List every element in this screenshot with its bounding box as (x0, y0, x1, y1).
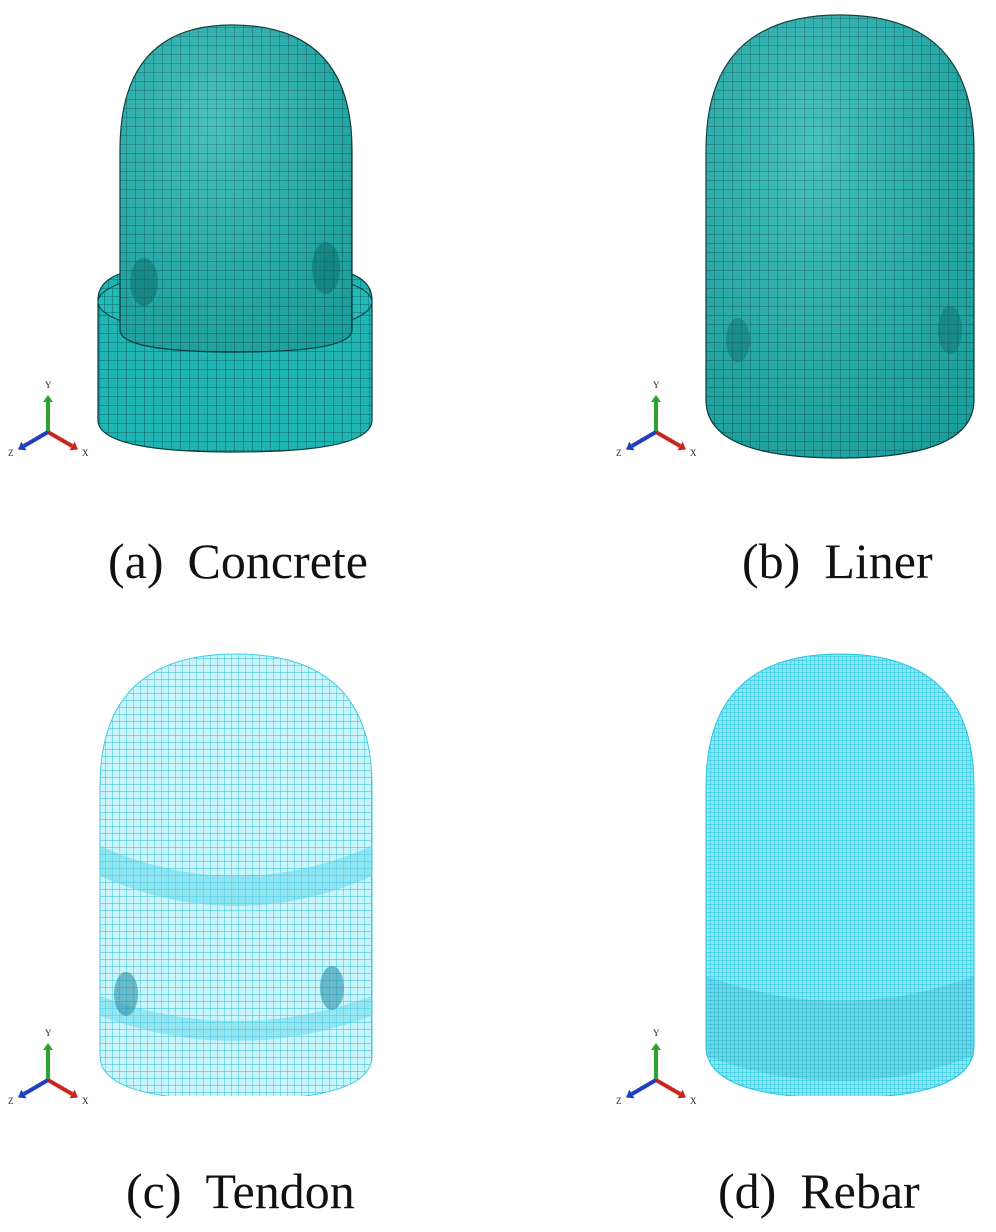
axis-x-arrowhead (677, 1089, 687, 1099)
caption-label: Rebar (800, 1163, 920, 1219)
rebar-dome-body (705, 653, 975, 1096)
axis-z-arrow (22, 430, 50, 448)
axis-z-arrow (22, 1078, 50, 1096)
caption-label: Concrete (187, 533, 368, 589)
axis-z-label: Z (616, 448, 622, 458)
axis-z-arrowhead (17, 1089, 27, 1099)
axis-z-label: Z (8, 448, 14, 458)
caption-liner: (b) Liner (742, 536, 933, 586)
caption-tendon: (c) Tendon (126, 1166, 355, 1216)
concrete-opening-left (130, 258, 158, 306)
axis-y-arrowhead (651, 1043, 661, 1050)
axis-x-arrow (654, 430, 682, 448)
caption-tag: (d) (718, 1163, 777, 1219)
tendon-hoop-band-lower (100, 996, 372, 1041)
axis-y-label: Y (653, 380, 660, 390)
axis-x-label: X (82, 448, 89, 458)
panel-rebar (498, 616, 996, 1096)
concrete-dome-shading (120, 25, 352, 352)
rebar-wire-model (705, 653, 975, 1096)
axis-triad-b: Y X Z (614, 376, 704, 460)
axis-y-arrowhead (43, 1043, 53, 1050)
panel-concrete (0, 0, 498, 470)
axis-y-arrowhead (651, 395, 661, 402)
axis-z-arrow (630, 430, 658, 448)
axis-triad-c: Y X Z (6, 1024, 96, 1108)
caption-tag: (b) (742, 533, 801, 589)
tendon-hoop-band-upper (100, 846, 372, 906)
axis-z-arrowhead (17, 441, 27, 451)
tendon-wire-model (99, 653, 373, 1096)
axis-y-label: Y (45, 1028, 52, 1038)
liner-mesh-model (705, 14, 975, 459)
panel-liner (498, 0, 996, 470)
liner-opening-right (938, 306, 962, 354)
tendon-dome-body (99, 653, 373, 1096)
liner-opening-left (726, 318, 750, 362)
concrete-mesh-model (97, 24, 373, 453)
axis-y-label: Y (653, 1028, 660, 1038)
axis-x-arrowhead (677, 441, 687, 451)
axis-x-arrowhead (69, 441, 79, 451)
axis-y-label: Y (45, 380, 52, 390)
axis-x-arrow (46, 430, 74, 448)
tendon-opening-left (114, 972, 138, 1016)
axis-triad-a: Y X Z (6, 376, 96, 460)
concrete-opening-right (312, 242, 340, 294)
axis-z-arrowhead (625, 1089, 635, 1099)
axis-triad-d: Y X Z (614, 1024, 704, 1108)
axis-x-label: X (690, 448, 697, 458)
axis-x-label: X (82, 1096, 89, 1106)
caption-tag: (a) (108, 533, 164, 589)
axis-x-arrow (654, 1078, 682, 1096)
axis-z-label: Z (8, 1096, 14, 1106)
axis-z-label: Z (616, 1096, 622, 1106)
axis-x-arrow (46, 1078, 74, 1096)
rebar-lower-cage (706, 976, 974, 1081)
axis-y-arrowhead (43, 395, 53, 402)
caption-concrete: (a) Concrete (108, 536, 368, 586)
liner-dome-shading (706, 15, 974, 458)
caption-label: Tendon (205, 1163, 355, 1219)
caption-label: Liner (824, 533, 933, 589)
tendon-opening-right (320, 966, 344, 1010)
panel-tendon (0, 616, 498, 1096)
axis-x-arrowhead (69, 1089, 79, 1099)
caption-rebar: (d) Rebar (718, 1166, 920, 1216)
axis-z-arrow (630, 1078, 658, 1096)
axis-x-label: X (690, 1096, 697, 1106)
caption-tag: (c) (126, 1163, 182, 1219)
axis-z-arrowhead (625, 441, 635, 451)
